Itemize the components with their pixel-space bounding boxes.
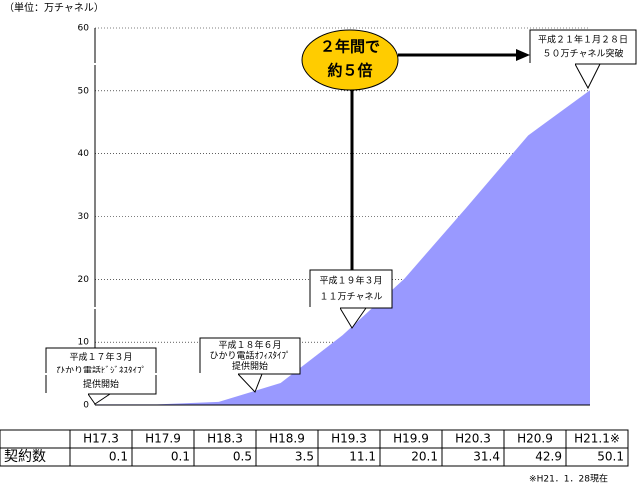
y-tick-label: 10: [78, 338, 90, 348]
callout-box: [45, 347, 157, 395]
value-cell: 3.5: [295, 450, 314, 464]
callout-box: [199, 337, 301, 375]
highlight-text: ２年間で: [320, 38, 380, 56]
highlight-ellipse: [301, 29, 399, 91]
column-header: H20.3: [455, 432, 491, 446]
value-cell: 0.5: [233, 450, 252, 464]
column-header: H19.9: [393, 432, 429, 446]
row-label: 契約数: [4, 449, 46, 465]
callout-box: [309, 269, 393, 309]
column-header: H20.9: [517, 432, 553, 446]
callout-text: 提供開始: [232, 360, 268, 372]
value-cell: 31.4: [473, 450, 500, 464]
column-header: H19.3: [331, 432, 367, 446]
column-header: H18.3: [207, 432, 243, 446]
callout-text: 提供開始: [83, 378, 119, 390]
footnote: ※H21．1．28現在: [529, 473, 608, 485]
arrow-head: [516, 49, 530, 61]
area: [95, 90, 590, 405]
column-header: H18.9: [269, 432, 305, 446]
callout-text: 平成２１年１月２８日: [538, 33, 628, 45]
value-cell: 50.1: [597, 450, 624, 464]
y-tick-label: 60: [78, 24, 90, 34]
value-cell: 20.1: [411, 450, 438, 464]
column-header: H21.1※: [574, 432, 620, 446]
value-cell: 11.1: [349, 450, 376, 464]
callout-text: １１万チャネル: [320, 291, 383, 302]
callout-pointer: [237, 373, 263, 393]
callout-text: 平成１７年３月: [69, 351, 132, 363]
highlight-text: 約５倍: [327, 62, 372, 80]
column-header: H17.3: [83, 432, 119, 446]
callout-text: 平成１９年３月: [319, 275, 382, 287]
callout-text: ５０万チャネル突破: [543, 48, 624, 60]
callout-box: [529, 29, 637, 65]
callout-text: ひかり電話ｵﾌｨｽﾀｲﾌﾟ: [209, 350, 290, 362]
column-header: H17.9: [145, 432, 181, 446]
y-tick-label: 30: [78, 212, 90, 222]
y-tick-label: 0: [83, 401, 89, 411]
callout-text: 平成１８年６月: [218, 339, 281, 351]
unit-label: （単位：万チャネル）: [4, 1, 104, 14]
value-cell: 0.1: [109, 450, 128, 464]
value-cell: 42.9: [535, 450, 562, 464]
y-tick-label: 40: [78, 149, 90, 159]
y-tick-label: 50: [78, 86, 90, 96]
callout-pointer: [87, 393, 111, 405]
value-cell: 0.1: [171, 450, 190, 464]
callout-pointer: [574, 63, 601, 90]
y-tick-label: 20: [78, 275, 90, 285]
callout-pointer: [339, 307, 367, 329]
